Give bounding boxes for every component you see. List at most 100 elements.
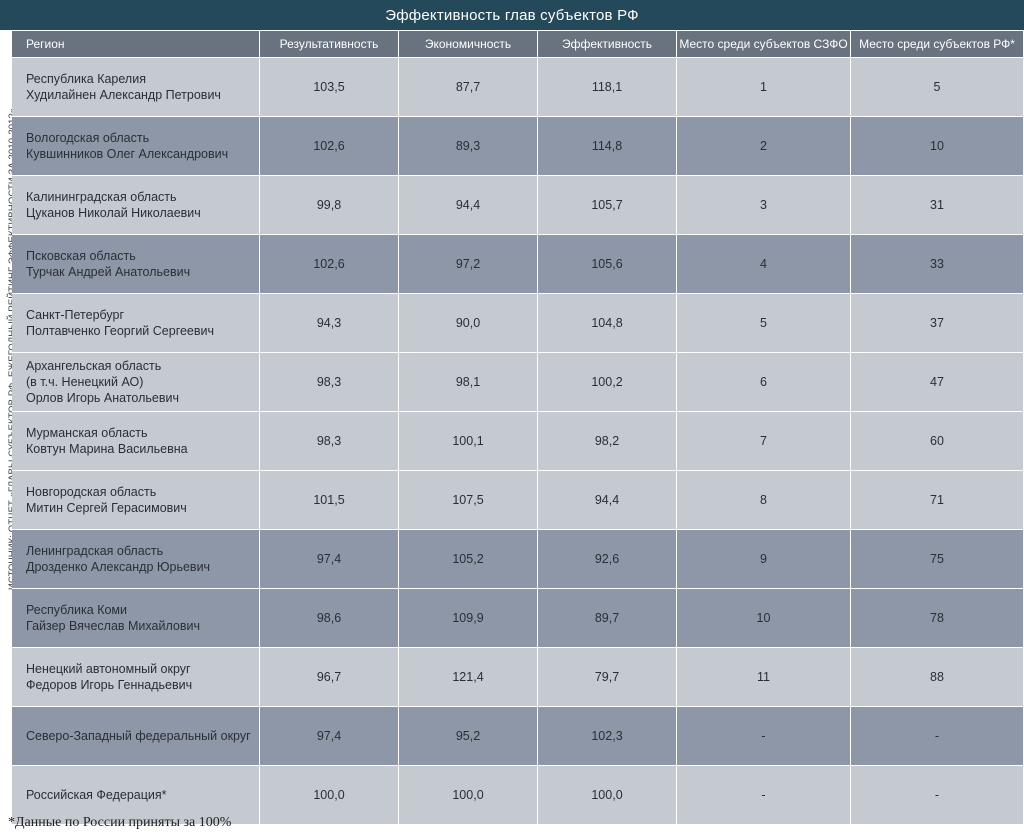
header-efficiency: Эффективность (538, 31, 677, 58)
region-cell: Северо-Западный федеральный округ (12, 707, 260, 766)
region-name: Вологодская область (26, 131, 150, 145)
economy-value: 109,9 (399, 589, 538, 648)
region-detail: Дрозденко Александр Юрьевич (26, 560, 211, 574)
economy-value: 97,2 (399, 235, 538, 294)
header-place-szfo: Место среди субъектов СЗФО (677, 31, 851, 58)
region-detail: Ковтун Марина Васильевна (26, 442, 188, 456)
place-rf-value: 31 (851, 176, 1024, 235)
region-name: Псковская область (26, 249, 136, 263)
performance-value: 94,3 (260, 294, 399, 353)
efficiency-value: 100,0 (538, 766, 677, 825)
economy-value: 98,1 (399, 353, 538, 412)
economy-value: 100,1 (399, 412, 538, 471)
efficiency-value: 100,2 (538, 353, 677, 412)
economy-value: 121,4 (399, 648, 538, 707)
region-detail: Федоров Игорь Геннадьевич (26, 678, 193, 692)
performance-value: 96,7 (260, 648, 399, 707)
economy-value: 95,2 (399, 707, 538, 766)
performance-value: 100,0 (260, 766, 399, 825)
region-cell: Калининградская область Цуканов Николай Н… (12, 176, 260, 235)
region-detail: Кувшинников Олег Александрович (26, 147, 229, 161)
place-szfo-value: 1 (677, 58, 851, 117)
region-cell: Санкт-Петербург Полтавченко Георгий Серге… (12, 294, 260, 353)
region-name: Мурманская область (26, 426, 148, 440)
region-cell: Мурманская область Ковтун Марина Васильев… (12, 412, 260, 471)
economy-value: 100,0 (399, 766, 538, 825)
place-rf-value: 78 (851, 589, 1024, 648)
economy-value: 87,7 (399, 58, 538, 117)
place-rf-value: 71 (851, 471, 1024, 530)
region-name: Российская Федерация* (26, 788, 167, 802)
efficiency-value: 118,1 (538, 58, 677, 117)
region-cell: Российская Федерация* (12, 766, 260, 825)
performance-value: 98,6 (260, 589, 399, 648)
performance-value: 98,3 (260, 412, 399, 471)
region-cell: Псковская область Турчак Андрей Анатольев… (12, 235, 260, 294)
region-name: Республика Коми (26, 603, 128, 617)
place-rf-value: 37 (851, 294, 1024, 353)
place-rf-value: 60 (851, 412, 1024, 471)
header-economy: Экономичность (399, 31, 538, 58)
place-rf-value: 10 (851, 117, 1024, 176)
place-rf-value: 47 (851, 353, 1024, 412)
header-region: Регион (12, 31, 260, 58)
efficiency-value: 89,7 (538, 589, 677, 648)
region-detail: Турчак Андрей Анатольевич (26, 265, 191, 279)
economy-value: 89,3 (399, 117, 538, 176)
table-title: Эффективность глав субъектов РФ (0, 0, 1024, 30)
region-detail: (в т.ч. Ненецкий АО) (26, 375, 144, 389)
performance-value: 98,3 (260, 353, 399, 412)
economy-value: 94,4 (399, 176, 538, 235)
place-szfo-value: 9 (677, 530, 851, 589)
region-cell: Новгородская область Митин Сергей Герасим… (12, 471, 260, 530)
place-szfo-value: 7 (677, 412, 851, 471)
performance-value: 102,6 (260, 235, 399, 294)
efficiency-table: Регион Результативность Экономичность Эф… (12, 31, 1024, 825)
region-cell: Ненецкий автономный округ Федоров Игорь Г… (12, 648, 260, 707)
place-szfo-value: 3 (677, 176, 851, 235)
efficiency-value: 98,2 (538, 412, 677, 471)
region-name: Республика Карелия (26, 72, 146, 86)
economy-value: 107,5 (399, 471, 538, 530)
efficiency-value: 94,4 (538, 471, 677, 530)
performance-value: 97,4 (260, 530, 399, 589)
efficiency-value: 79,7 (538, 648, 677, 707)
region-cell: Республика Карелия Худилайнен Александр П… (12, 58, 260, 117)
place-szfo-value: 6 (677, 353, 851, 412)
efficiency-value: 114,8 (538, 117, 677, 176)
performance-value: 99,8 (260, 176, 399, 235)
efficiency-value: 92,6 (538, 530, 677, 589)
place-szfo-value: - (677, 766, 851, 825)
region-detail: Орлов Игорь Анатольевич (26, 391, 179, 405)
place-rf-value: 88 (851, 648, 1024, 707)
place-rf-value: 5 (851, 58, 1024, 117)
region-name: Ненецкий автономный округ (26, 662, 191, 676)
region-cell: Архангельская область (в т.ч. Ненецкий АО… (12, 353, 260, 412)
performance-value: 102,6 (260, 117, 399, 176)
region-name: Северо-Западный федеральный округ (26, 729, 251, 743)
place-szfo-value: - (677, 707, 851, 766)
place-szfo-value: 5 (677, 294, 851, 353)
region-cell: Вологодская область Кувшинников Олег Алек… (12, 117, 260, 176)
efficiency-value: 102,3 (538, 707, 677, 766)
place-rf-value: 75 (851, 530, 1024, 589)
efficiency-value: 104,8 (538, 294, 677, 353)
efficiency-value: 105,7 (538, 176, 677, 235)
place-rf-value: 33 (851, 235, 1024, 294)
performance-value: 97,4 (260, 707, 399, 766)
place-szfo-value: 4 (677, 235, 851, 294)
region-name: Калининградская область (26, 190, 177, 204)
economy-value: 90,0 (399, 294, 538, 353)
economy-value: 105,2 (399, 530, 538, 589)
place-szfo-value: 2 (677, 117, 851, 176)
place-rf-value: - (851, 766, 1024, 825)
place-szfo-value: 11 (677, 648, 851, 707)
place-szfo-value: 8 (677, 471, 851, 530)
region-cell: Ленинградская область Дрозденко Александр… (12, 530, 260, 589)
region-detail: Митин Сергей Герасимович (26, 501, 187, 515)
performance-value: 103,5 (260, 58, 399, 117)
region-cell: Республика Коми Гайзер Вячеслав Михайлови… (12, 589, 260, 648)
region-name: Новгородская область (26, 485, 157, 499)
region-name: Ленинградская область (26, 544, 164, 558)
performance-value: 101,5 (260, 471, 399, 530)
